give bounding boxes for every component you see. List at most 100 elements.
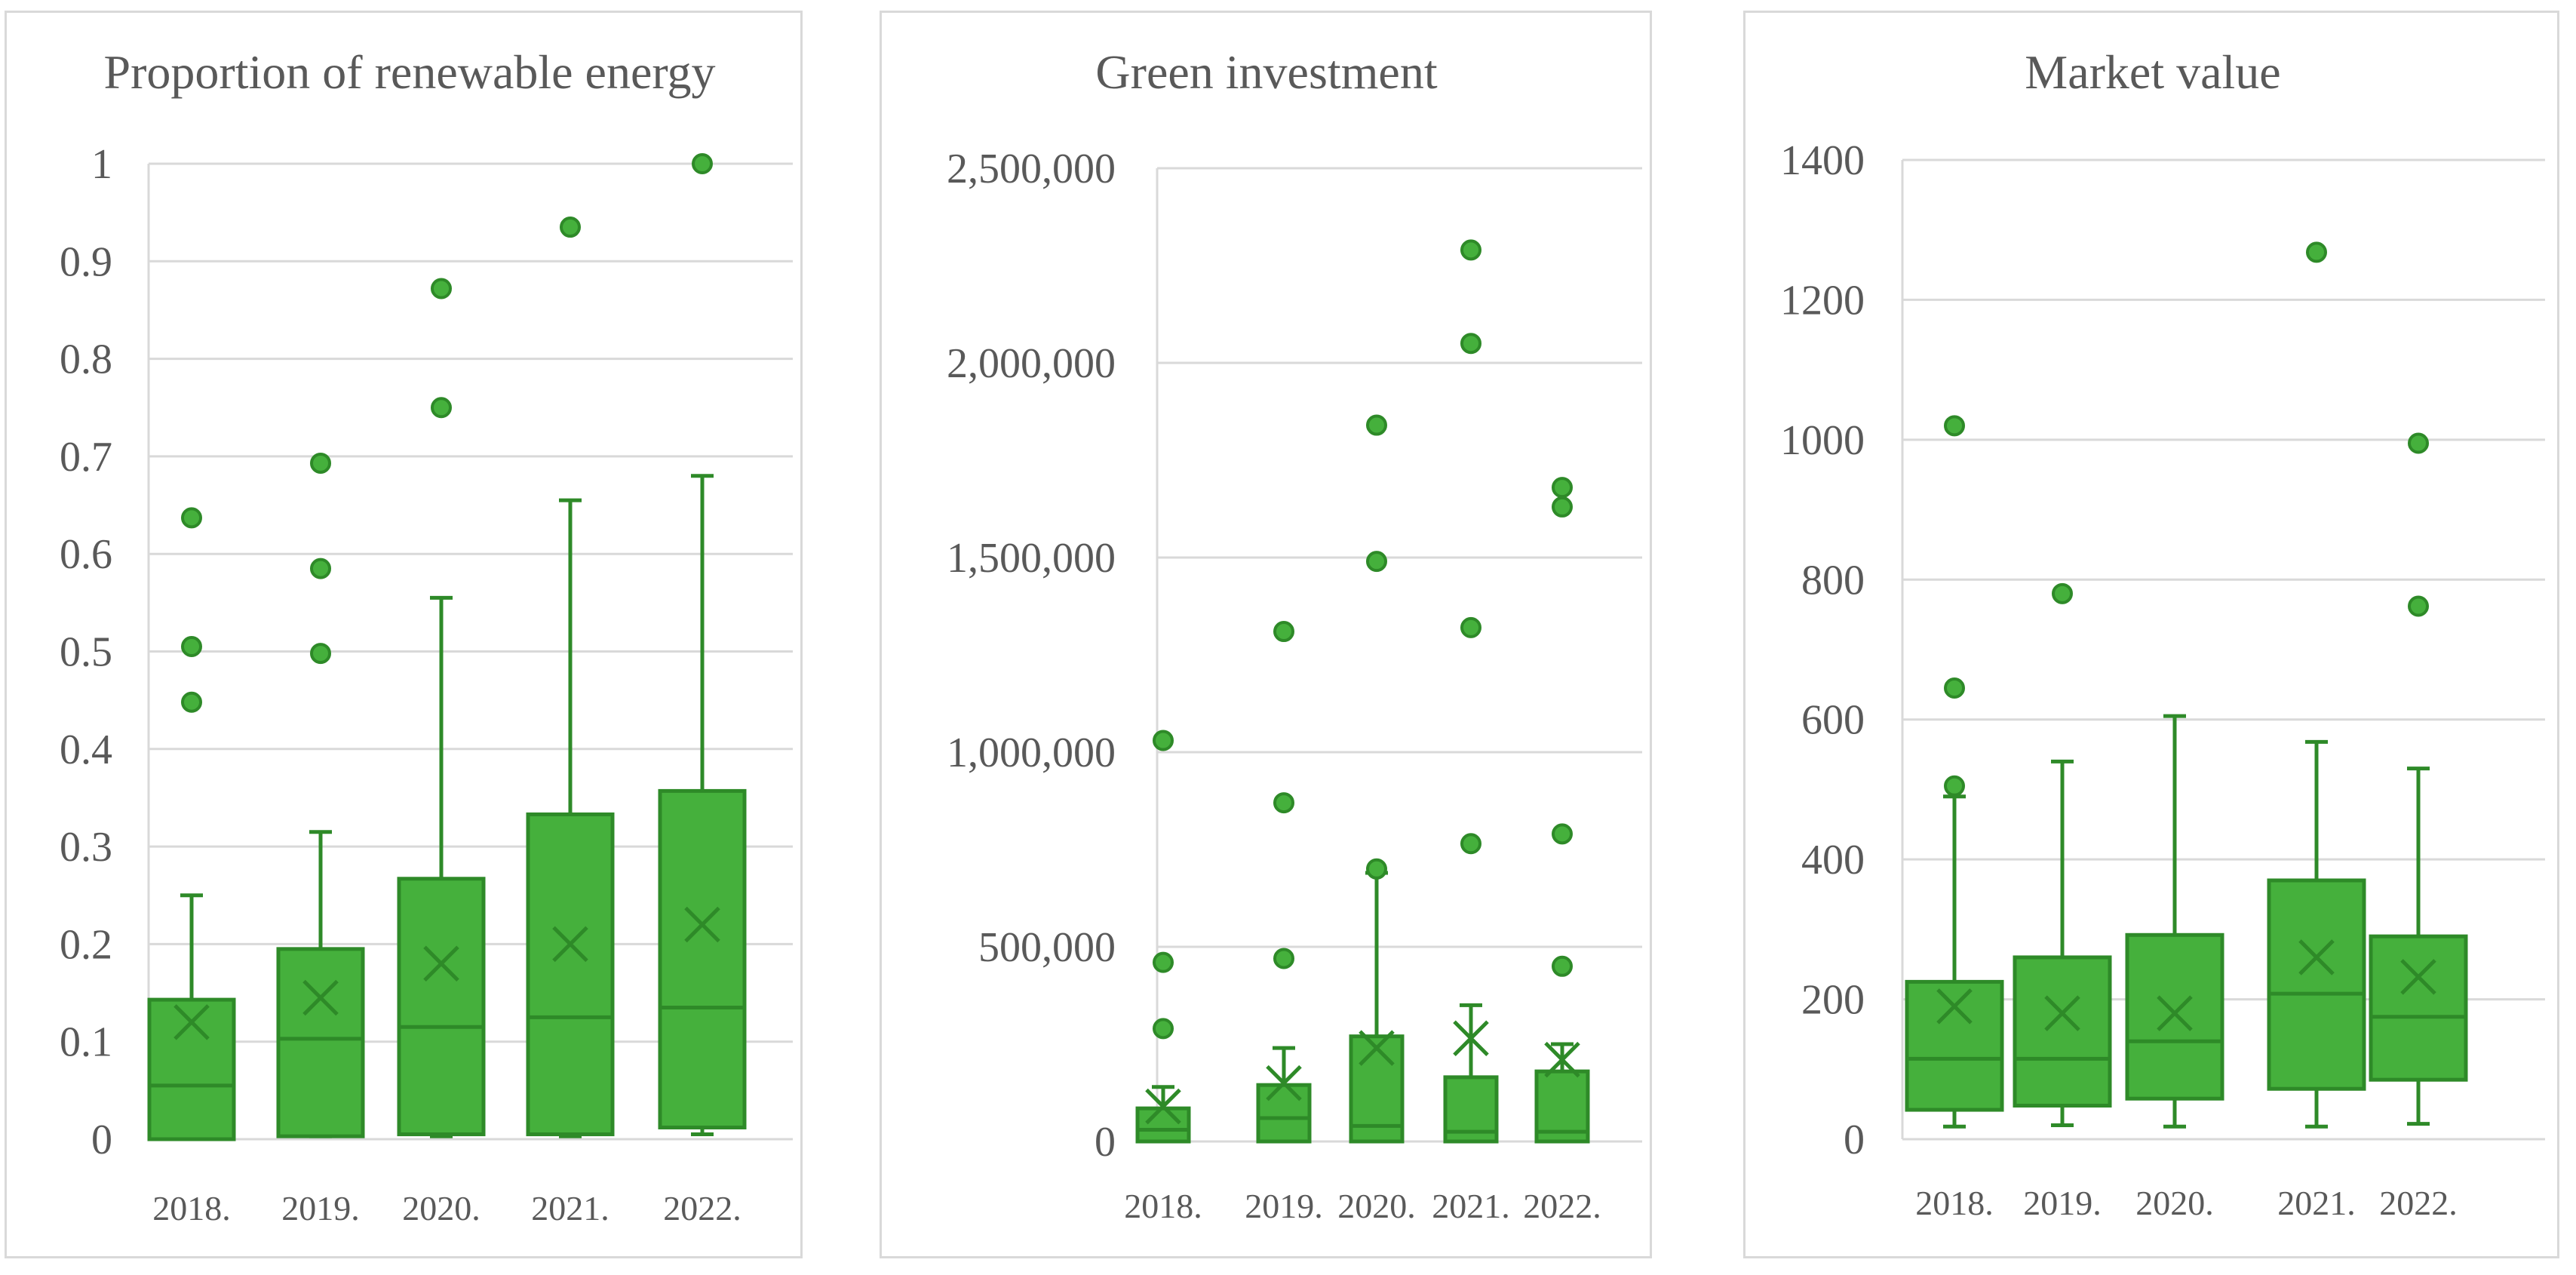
y-tick-label: 1400 [1780, 137, 1865, 184]
y-tick-label: 0.8 [60, 336, 112, 383]
outlier-point-2022-1 [1552, 823, 1573, 845]
outlier-point-2019-0 [1273, 948, 1294, 969]
outlier-point-2018-0 [181, 691, 202, 713]
box-2022 [2369, 934, 2468, 1082]
outlier-point-2022-2 [1552, 496, 1573, 518]
box-2021 [2267, 878, 2366, 1091]
outlier-point-2021-0 [560, 217, 581, 238]
mean-marker-2019 [2044, 995, 2080, 1031]
y-tick-label: 1,500,000 [947, 535, 1116, 582]
chart-title: Green investment [1095, 45, 1437, 99]
outlier-point-2021-2 [1460, 333, 1481, 355]
chart-green-investment: 0 500,000 1,000,000 1,500,000 2,000,000 2,500… [947, 45, 1642, 1225]
category-label-2019: 2019. [281, 1189, 360, 1227]
y-tick-label: 0.1 [60, 1019, 112, 1066]
outlier-point-2020-1 [431, 278, 452, 300]
category-label-2022: 2022. [2379, 1184, 2458, 1222]
mean-marker-2020 [1359, 1030, 1395, 1066]
mean-marker-2022 [1544, 1041, 1580, 1078]
outlier-point-2021-0 [2306, 241, 2327, 263]
y-tick-label: 2,500,000 [947, 146, 1116, 192]
outlier-point-2018-1 [1944, 677, 1965, 699]
outlier-point-2018-2 [1153, 730, 1174, 751]
mean-marker-2018 [1936, 988, 1973, 1025]
box-2020 [397, 877, 486, 1137]
outlier-point-2022-0 [2408, 595, 2429, 617]
box-2018 [1905, 979, 2004, 1112]
mean-marker-2018 [1145, 1088, 1181, 1125]
y-tick-label: 0.7 [60, 434, 112, 481]
y-tick-label: 0.4 [60, 727, 112, 773]
chart-panel-market-value: 0 200 400 600 800 1000 1200 1400 Market value 201… [1743, 11, 2559, 1258]
category-label-2022: 2022. [1523, 1187, 1601, 1225]
y-tick-label: 2,000,000 [947, 340, 1116, 387]
box-2019 [2013, 955, 2112, 1108]
chart-title: Proportion of renewable energy [104, 45, 716, 99]
box-2018 [1135, 1106, 1191, 1144]
y-tick-label: 0.2 [60, 921, 112, 968]
category-label-2021: 2021. [531, 1189, 609, 1227]
category-label-2019: 2019. [2023, 1184, 2102, 1222]
chart-title: Market value [2025, 45, 2280, 99]
y-tick-label: 200 [1801, 977, 1865, 1024]
box-2022 [1534, 1069, 1590, 1144]
category-label-2021: 2021. [2277, 1184, 2356, 1222]
y-tick-label: 0 [91, 1117, 112, 1163]
y-tick-label: 0.9 [60, 238, 112, 285]
outlier-point-2021-1 [1460, 616, 1481, 638]
mean-marker-2019 [302, 979, 339, 1016]
outlier-point-2021-0 [1460, 833, 1481, 855]
outlier-point-2018-2 [181, 507, 202, 529]
outlier-point-2022-1 [2408, 432, 2429, 454]
mean-marker-2020 [423, 945, 459, 982]
box-2020 [1349, 1034, 1405, 1144]
box-2019 [1256, 1083, 1312, 1144]
y-tick-label: 0 [1844, 1117, 1865, 1163]
chart-panel-green-investment: 0 500,000 1,000,000 1,500,000 2,000,000 2,500… [880, 11, 1652, 1258]
y-tick-label: 0.5 [60, 629, 112, 676]
outlier-point-2019-0 [310, 643, 331, 665]
category-label-2021: 2021. [1432, 1187, 1510, 1225]
mean-marker-2022 [2400, 959, 2436, 995]
y-tick-label: 600 [1801, 697, 1865, 744]
category-label-2020: 2020. [2135, 1184, 2214, 1222]
outlier-point-2020-0 [1366, 858, 1387, 880]
outlier-point-2022-0 [692, 153, 713, 174]
category-label-2020: 2020. [402, 1189, 481, 1227]
y-tick-label: 0.3 [60, 824, 112, 871]
chart-market-value: 0 200 400 600 800 1000 1200 1400 Market value 201… [1780, 45, 2545, 1222]
mean-marker-2021 [552, 926, 588, 963]
outlier-point-2022-0 [1552, 955, 1573, 977]
y-tick-label: 1000 [1780, 417, 1865, 464]
category-label-2020: 2020. [1337, 1187, 1416, 1225]
mean-marker-2022 [684, 906, 720, 943]
outlier-point-2022-3 [1552, 477, 1573, 499]
mean-marker-2021 [1453, 1020, 1489, 1057]
outlier-point-2019-0 [2052, 582, 2073, 604]
mean-marker-2019 [1266, 1065, 1302, 1101]
y-tick-label: 1 [91, 141, 112, 188]
outlier-point-2018-0 [1153, 1018, 1174, 1040]
y-tick-label: 1,000,000 [947, 730, 1116, 776]
mean-marker-2021 [2298, 939, 2335, 975]
outlier-point-2019-2 [1273, 621, 1294, 643]
outlier-point-2021-3 [1460, 239, 1481, 261]
y-tick-label: 400 [1801, 837, 1865, 883]
outlier-point-2018-1 [181, 636, 202, 658]
outlier-point-2018-2 [1944, 415, 1965, 437]
outlier-point-2019-2 [310, 452, 331, 474]
chart-panel-renewable: 0 0.1 0.2 0.3 0.4 0.5 0.6 0.7 0.8 0.9 1 Proportion … [5, 11, 803, 1258]
category-label-2018: 2018. [1124, 1187, 1202, 1225]
category-label-2019: 2019. [1245, 1187, 1323, 1225]
y-tick-label: 800 [1801, 557, 1865, 604]
y-tick-label: 1200 [1780, 277, 1865, 324]
outlier-point-2020-0 [431, 397, 452, 419]
y-tick-label: 0.6 [60, 531, 112, 578]
mean-marker-2018 [173, 1004, 210, 1040]
chart-renewable-energy: 0 0.1 0.2 0.3 0.4 0.5 0.6 0.7 0.8 0.9 1 Proportion … [60, 45, 793, 1227]
box-2022 [658, 788, 747, 1129]
outlier-point-2020-2 [1366, 414, 1387, 436]
outlier-point-2018-0 [1944, 775, 1965, 797]
category-label-2018: 2018. [1915, 1184, 1994, 1222]
outlier-point-2018-1 [1153, 951, 1174, 973]
